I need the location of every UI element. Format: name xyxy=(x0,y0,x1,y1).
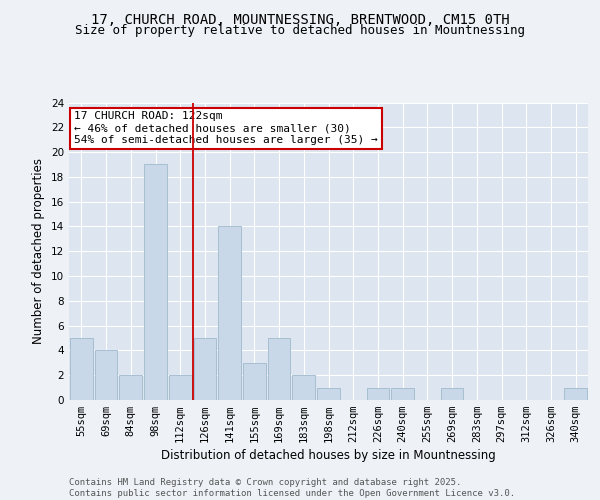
Text: Size of property relative to detached houses in Mountnessing: Size of property relative to detached ho… xyxy=(75,24,525,37)
X-axis label: Distribution of detached houses by size in Mountnessing: Distribution of detached houses by size … xyxy=(161,450,496,462)
Text: 17 CHURCH ROAD: 122sqm
← 46% of detached houses are smaller (30)
54% of semi-det: 17 CHURCH ROAD: 122sqm ← 46% of detached… xyxy=(74,112,378,144)
Bar xyxy=(268,338,290,400)
Bar xyxy=(391,388,414,400)
Y-axis label: Number of detached properties: Number of detached properties xyxy=(32,158,46,344)
Text: Contains HM Land Registry data © Crown copyright and database right 2025.
Contai: Contains HM Land Registry data © Crown c… xyxy=(69,478,515,498)
Bar xyxy=(144,164,167,400)
Text: 17, CHURCH ROAD, MOUNTNESSING, BRENTWOOD, CM15 0TH: 17, CHURCH ROAD, MOUNTNESSING, BRENTWOOD… xyxy=(91,12,509,26)
Bar xyxy=(292,375,315,400)
Bar xyxy=(218,226,241,400)
Bar xyxy=(169,375,191,400)
Bar xyxy=(95,350,118,400)
Bar xyxy=(243,363,266,400)
Bar xyxy=(119,375,142,400)
Bar xyxy=(367,388,389,400)
Bar xyxy=(70,338,93,400)
Bar xyxy=(441,388,463,400)
Bar xyxy=(194,338,216,400)
Bar xyxy=(317,388,340,400)
Bar xyxy=(564,388,587,400)
